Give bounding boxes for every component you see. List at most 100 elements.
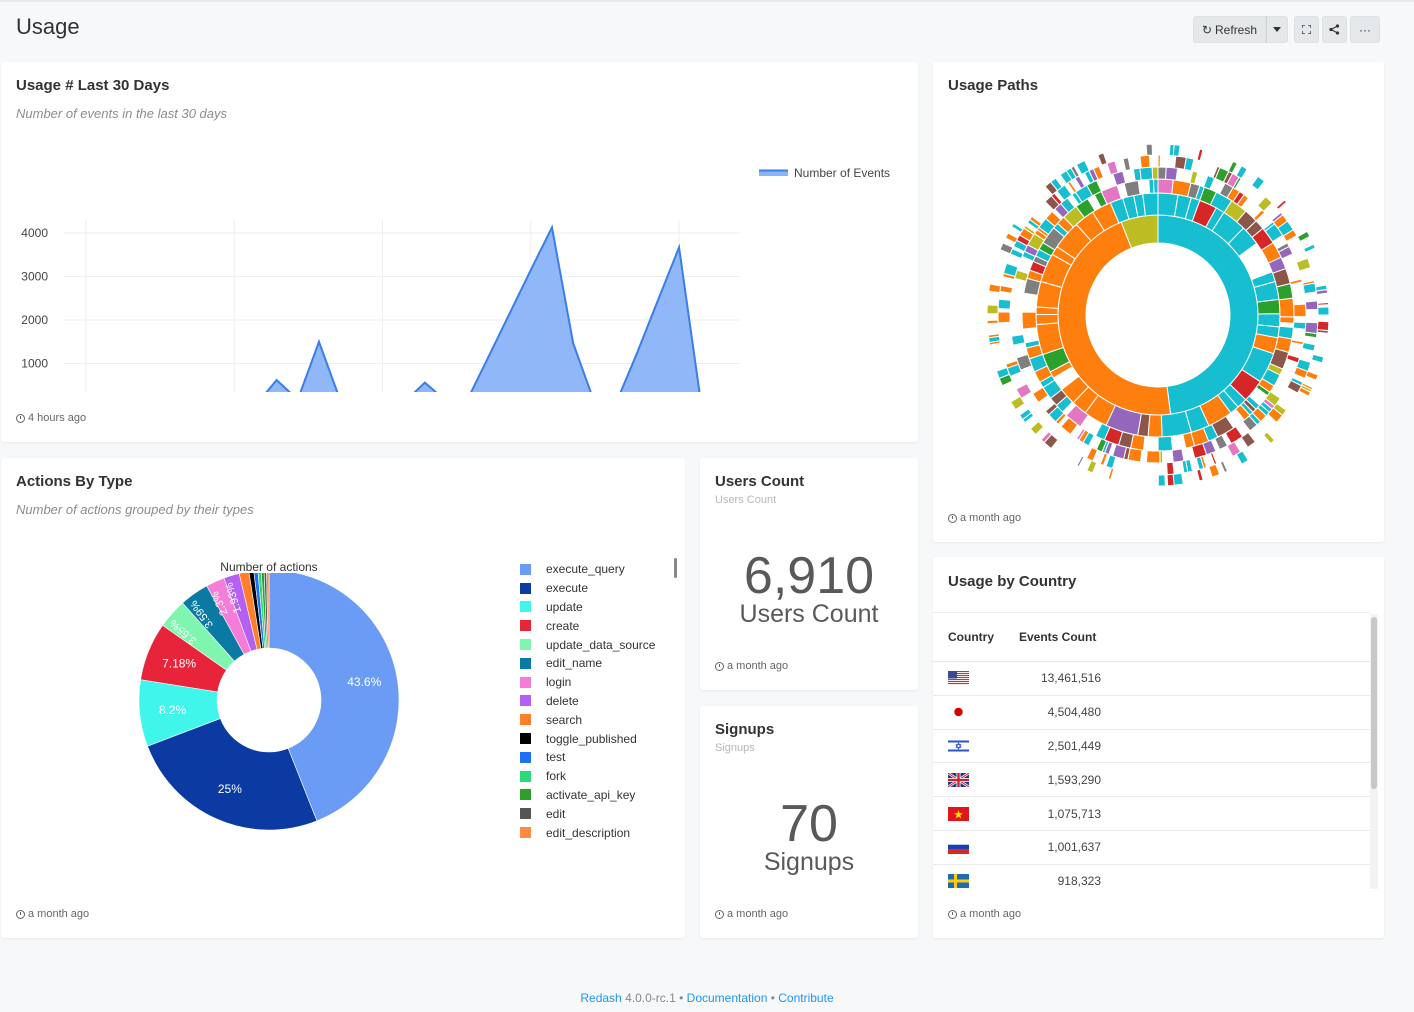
page-footer: Redash 4.0.0-rc.1 • Documentation • Cont… <box>580 991 834 1005</box>
chart-legend[interactable]: Number of Events <box>759 166 890 180</box>
legend-item[interactable]: update_data_source <box>520 635 680 654</box>
sunburst-outer-segment <box>1111 443 1128 460</box>
legend-label: execute <box>546 581 589 596</box>
sunburst-outer-segment <box>1282 228 1298 243</box>
sunburst-outer-segment <box>1277 245 1294 260</box>
column-header-country[interactable]: Country <box>948 630 994 644</box>
data-point <box>487 356 490 358</box>
refresh-button[interactable]: ↻ Refresh <box>1193 16 1266 43</box>
legend-item[interactable]: execute_query <box>520 560 680 579</box>
sunburst-outer-segment <box>1045 210 1062 228</box>
updated-time: 4 hours ago <box>28 412 87 424</box>
legend-label: search <box>546 712 583 727</box>
sunburst-outer-segment <box>1015 382 1033 399</box>
legend-item[interactable]: login <box>520 673 680 692</box>
legend-item[interactable]: fork <box>520 767 680 786</box>
widget-footer: a month ago <box>715 660 788 672</box>
widget-footer: a month ago <box>948 908 1021 920</box>
pie-slice-label: 7.18% <box>162 657 196 671</box>
updated-time: a month ago <box>28 908 90 920</box>
usage-paths-sunburst[interactable] <box>933 142 1384 502</box>
sunburst-outer-segment <box>1165 166 1179 181</box>
widget-title: Usage # Last 30 Days <box>16 77 170 94</box>
share-button[interactable] <box>1322 16 1347 43</box>
legend-label: test <box>546 750 566 765</box>
contribute-link[interactable]: Contribute <box>778 991 834 1005</box>
pie-slice-execute <box>147 718 318 831</box>
more-options-icon: ··· <box>1359 22 1371 37</box>
sunburst-outer-segment <box>1123 179 1141 198</box>
clock-icon <box>16 909 25 919</box>
legend-item[interactable]: activate_api_key <box>520 786 680 805</box>
sunburst-outer-segment <box>1157 154 1161 168</box>
actions-donut-chart[interactable]: 43.6%25%8.2%7.18%3.65%3.59%2.3%1.93% <box>129 573 409 853</box>
legend-swatch <box>520 770 531 782</box>
fullscreen-button[interactable] <box>1294 16 1319 43</box>
widget-footer: a month ago <box>715 908 788 920</box>
legend-item[interactable]: edit_description <box>520 823 680 842</box>
sunburst-outer-segment <box>1157 474 1166 487</box>
sunburst-outer-segment <box>1024 339 1041 349</box>
gb-flag-icon <box>948 772 969 787</box>
legend-swatch <box>520 827 531 839</box>
sunburst-outer-segment <box>1145 143 1154 156</box>
legend-item[interactable]: create <box>520 616 680 635</box>
sunburst-outer-segment <box>1076 455 1085 468</box>
legend-swatch <box>520 601 531 613</box>
sunburst-outer-segment <box>1227 160 1238 174</box>
column-header-events[interactable]: Events Count <box>1019 630 1097 644</box>
sunburst-outer-segment <box>1196 148 1204 162</box>
sunburst-outer-segment <box>1172 472 1184 486</box>
sunburst-outer-segment <box>1310 353 1325 364</box>
sunburst-outer-segment <box>1293 303 1307 318</box>
refresh-dropdown-button[interactable] <box>1266 16 1288 43</box>
sunburst-outer-segment <box>1166 473 1175 487</box>
legend-item[interactable]: test <box>520 748 680 767</box>
sunburst-outer-segment <box>1059 197 1076 214</box>
sunburst-outer-segment <box>1010 333 1026 346</box>
actions-widget: Actions By Type Number of actions groupe… <box>1 458 685 938</box>
counter-label: Signups <box>763 848 855 876</box>
sunburst-outer-segment <box>1189 170 1199 185</box>
more-options-button[interactable]: ··· <box>1350 16 1380 43</box>
legend-item[interactable]: edit_name <box>520 654 680 673</box>
pie-slice-label: 43.6% <box>347 675 381 689</box>
legend-item[interactable]: execute <box>520 579 680 598</box>
legend-item[interactable]: delete <box>520 692 680 711</box>
sunburst-outer-segment <box>1139 166 1154 181</box>
sunburst-outer-segment <box>1317 306 1330 316</box>
table-scrollbar[interactable] <box>1371 617 1377 789</box>
legend-item[interactable]: update <box>520 598 680 617</box>
redash-link[interactable]: Redash <box>580 991 622 1005</box>
documentation-link[interactable]: Documentation <box>686 991 768 1005</box>
updated-time: a month ago <box>727 660 789 672</box>
sunburst-outer-segment <box>1236 193 1250 209</box>
country-table: Country Events Count 13,461,516 4,504,480… <box>933 612 1370 890</box>
sunburst-outer-segment <box>1097 152 1108 166</box>
sunburst-outer-segment <box>1075 159 1091 176</box>
sunburst-outer-segment <box>1122 157 1132 172</box>
sunburst-outer-segment <box>1302 282 1317 295</box>
sunburst-outer-segment <box>1250 175 1266 191</box>
legend-swatch <box>520 789 531 801</box>
legend-swatch <box>520 657 531 669</box>
refresh-icon: ↻ <box>1201 22 1213 37</box>
events-line-chart[interactable]: 01000200030004000Feb 182018Feb 25Mar 4Ma… <box>1 142 918 392</box>
sunburst-outer-segment <box>999 284 1014 294</box>
sunburst-outer-segment <box>997 311 1011 324</box>
legend-item[interactable]: search <box>520 710 680 729</box>
legend-scrollbar[interactable] <box>674 558 677 578</box>
jp-flag-icon <box>948 705 969 720</box>
vn-flag-icon <box>948 806 969 821</box>
table-row: 13,461,516 <box>933 662 1370 696</box>
events-count-cell: 2,501,449 <box>1047 738 1101 753</box>
sunburst-outer-segment <box>1295 257 1312 272</box>
sunburst-outer-segment <box>1296 230 1311 243</box>
data-point <box>424 381 426 384</box>
legend-item[interactable]: edit <box>520 804 680 823</box>
legend-item[interactable]: toggle_published <box>520 729 680 748</box>
legend-label: fork <box>546 769 567 784</box>
legend-label: activate_api_key <box>546 787 636 802</box>
table-row: 1,593,290 <box>933 763 1370 798</box>
sunburst-outer-segment <box>1304 321 1319 335</box>
